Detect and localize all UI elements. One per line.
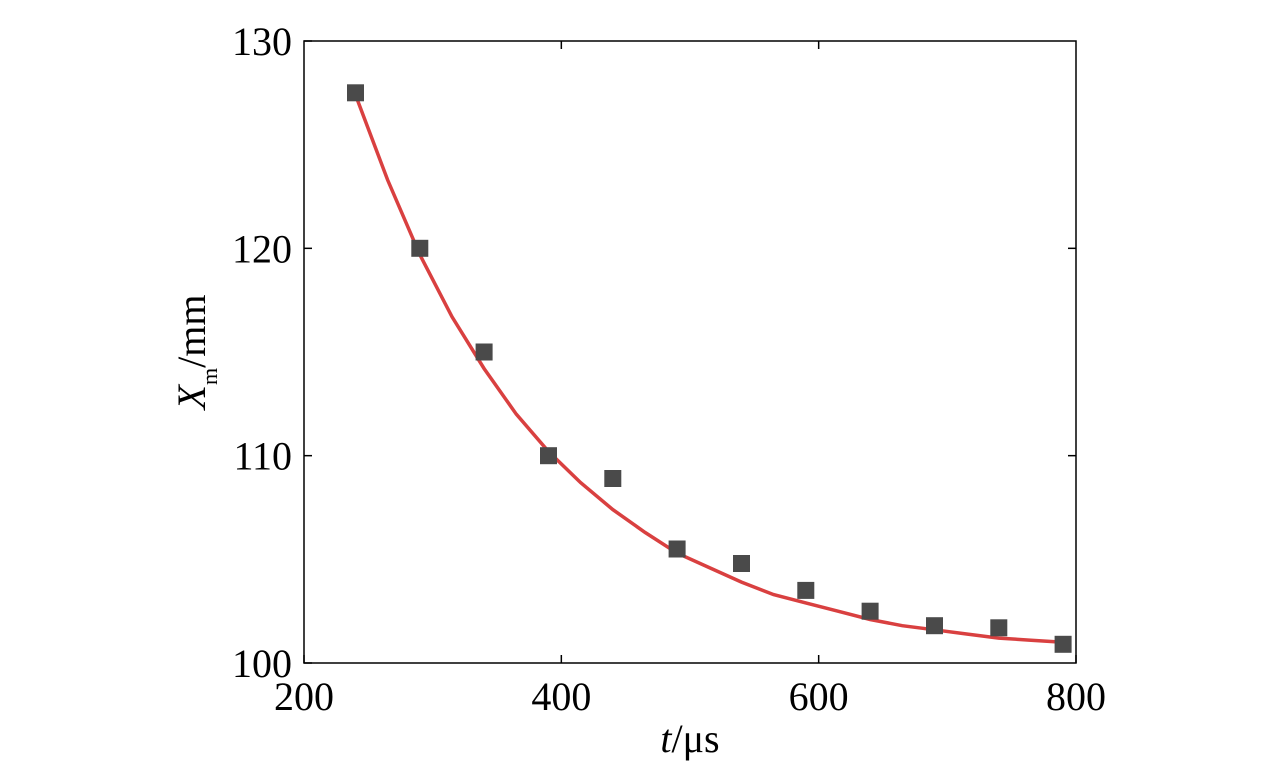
data-point	[540, 447, 557, 465]
data-point	[990, 619, 1008, 637]
data-point	[733, 555, 750, 572]
y-axis-label: Xm/mm	[169, 295, 222, 412]
axis-ticks	[303, 40, 1077, 664]
y-tick-label: 130	[232, 19, 292, 64]
data-point	[604, 470, 622, 487]
data-point	[926, 617, 943, 635]
x-tick-label: 600	[789, 674, 849, 719]
data-point	[861, 602, 879, 620]
x-tick-label: 200	[274, 674, 334, 719]
plot-frame	[303, 40, 1077, 664]
y-tick-label: 100	[232, 641, 292, 686]
data-point	[475, 343, 493, 361]
fit-curve	[353, 94, 1064, 645]
data-points	[347, 84, 1072, 653]
data-point	[411, 239, 429, 257]
axis-tick-labels: 200 400 600 800 100 110 120 130	[232, 19, 1106, 719]
x-tick-label: 800	[1046, 674, 1106, 719]
data-point	[797, 581, 815, 599]
data-point	[1054, 635, 1072, 653]
data-point	[668, 540, 686, 558]
y-axis-unit: /mm	[169, 295, 214, 368]
x-tick-label: 400	[531, 674, 591, 719]
x-axis-var: t	[660, 716, 672, 761]
data-point	[347, 84, 364, 102]
y-tick-label: 120	[232, 226, 292, 271]
x-axis-unit: /μs	[672, 716, 720, 761]
x-axis-label: t/μs	[660, 716, 719, 761]
y-axis-var: X	[169, 383, 214, 411]
y-tick-label: 110	[233, 434, 292, 479]
y-axis-subscript: m	[197, 368, 222, 385]
